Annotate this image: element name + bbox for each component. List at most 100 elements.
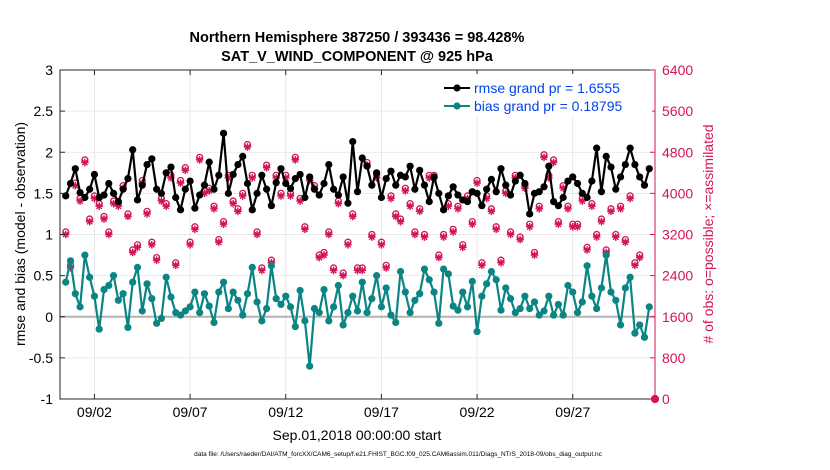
y-tick-label: -0.5 bbox=[29, 350, 53, 366]
bias-point bbox=[224, 304, 232, 313]
rmse-point bbox=[329, 185, 338, 193]
y2-tick-label: 3200 bbox=[662, 227, 693, 243]
obs-assimilated-point bbox=[148, 240, 156, 249]
rmse-point bbox=[411, 185, 419, 193]
y-axis-left-ticks: -1 -0.5 0 0.5 1 1.5 2 2.5 3 bbox=[29, 62, 65, 407]
obs-assimilated-point bbox=[229, 199, 237, 208]
rmse-point bbox=[148, 155, 156, 163]
bias-point bbox=[325, 317, 333, 325]
obs-assimilated-point bbox=[286, 192, 295, 200]
rmse-point bbox=[296, 170, 304, 179]
obs-assimilated-point bbox=[90, 194, 99, 203]
rmse-point bbox=[234, 160, 242, 169]
obs-assimilated-point bbox=[157, 197, 166, 205]
rmse-point bbox=[176, 206, 185, 214]
rmse-point bbox=[62, 192, 70, 200]
bias-point bbox=[210, 318, 218, 327]
y2-tick-label: 1600 bbox=[662, 309, 693, 325]
bias-point bbox=[109, 272, 118, 280]
obs-assimilated-point bbox=[85, 217, 94, 226]
rmse-point bbox=[545, 162, 553, 170]
rmse-point bbox=[439, 206, 448, 214]
obs-assimilated-point bbox=[458, 243, 467, 252]
bias-point bbox=[358, 278, 366, 286]
rmse-point bbox=[86, 185, 94, 193]
rmse-point bbox=[583, 193, 591, 202]
obs-assimilated-point bbox=[573, 222, 582, 231]
bias-point bbox=[157, 314, 165, 322]
obs-assimilated-point bbox=[162, 202, 170, 211]
obs-assimilated-point bbox=[301, 225, 309, 234]
bias-point bbox=[339, 321, 347, 329]
obs-assimilated-point bbox=[334, 199, 343, 208]
rmse-point bbox=[607, 163, 615, 171]
obs-assimilated-point bbox=[607, 207, 615, 216]
bias-point bbox=[114, 296, 122, 304]
bias-point bbox=[286, 303, 295, 311]
bias-series bbox=[62, 251, 653, 370]
y-tick-label: 1.5 bbox=[34, 185, 54, 201]
obs-assimilated-point bbox=[234, 207, 242, 216]
bias-point bbox=[387, 311, 395, 319]
obs-assimilated-point bbox=[128, 248, 137, 257]
rmse-point bbox=[535, 188, 543, 196]
rmse-point bbox=[554, 202, 562, 210]
obs-assimilated-point bbox=[104, 230, 113, 239]
obs-assimilated-point bbox=[597, 217, 606, 226]
obs-assimilated-point bbox=[406, 202, 414, 211]
bias-point bbox=[559, 311, 567, 319]
obs-assimilated-point bbox=[549, 158, 558, 167]
obs-assimilated-point bbox=[210, 204, 218, 213]
bias-point bbox=[454, 306, 462, 314]
rmse-point bbox=[430, 173, 438, 181]
bias-point bbox=[645, 303, 653, 311]
rmse-point bbox=[224, 189, 232, 197]
bias-point bbox=[138, 307, 146, 315]
obs-assimilated-point bbox=[176, 179, 185, 187]
rmse-series bbox=[62, 129, 653, 218]
y2-tick-label: 2400 bbox=[662, 268, 693, 284]
rmse-point bbox=[406, 162, 414, 170]
rmse-point bbox=[90, 170, 99, 179]
obs-assimilated-point bbox=[554, 220, 563, 229]
bias-point bbox=[526, 304, 534, 313]
obs-assimilated-point bbox=[61, 230, 70, 239]
bias-point bbox=[406, 309, 414, 317]
rmse-point bbox=[449, 183, 457, 191]
bias-point bbox=[564, 281, 572, 290]
obs-assimilated-point bbox=[109, 199, 118, 208]
obs-assimilated-point bbox=[253, 230, 261, 239]
obs-assimilated-point bbox=[152, 256, 161, 265]
rmse-point bbox=[282, 179, 290, 188]
rmse-point bbox=[81, 193, 89, 202]
bias-point bbox=[148, 295, 156, 303]
bias-point bbox=[621, 284, 629, 292]
rmse-point bbox=[114, 198, 122, 206]
bias-point bbox=[502, 284, 510, 292]
rmse-point bbox=[392, 181, 400, 189]
obs-assimilated-point bbox=[454, 204, 462, 213]
bias-point bbox=[463, 303, 472, 311]
bias-point bbox=[578, 298, 586, 306]
obs-assimilated-point bbox=[238, 192, 247, 200]
rmse-point bbox=[71, 165, 79, 173]
rmse-point bbox=[550, 198, 558, 206]
x-tick-label: 09/07 bbox=[173, 404, 208, 420]
bias-point bbox=[263, 304, 271, 313]
obs-assimilated-point bbox=[535, 204, 544, 213]
rmse-point bbox=[382, 174, 390, 183]
rmse-point bbox=[258, 171, 266, 179]
obs-assimilated-point bbox=[583, 246, 591, 254]
bias-point bbox=[573, 309, 582, 317]
bias-point bbox=[416, 290, 424, 298]
y2-tick-label: 4800 bbox=[662, 144, 693, 160]
obs-assimilated-point bbox=[626, 194, 634, 203]
bias-point bbox=[540, 307, 548, 315]
bias-point bbox=[253, 298, 261, 306]
obs-assimilated-point bbox=[71, 181, 80, 190]
rmse-point bbox=[334, 191, 342, 199]
obs-assimilated-point bbox=[167, 174, 175, 182]
bias-point bbox=[396, 267, 405, 276]
rmse-point bbox=[219, 129, 228, 137]
